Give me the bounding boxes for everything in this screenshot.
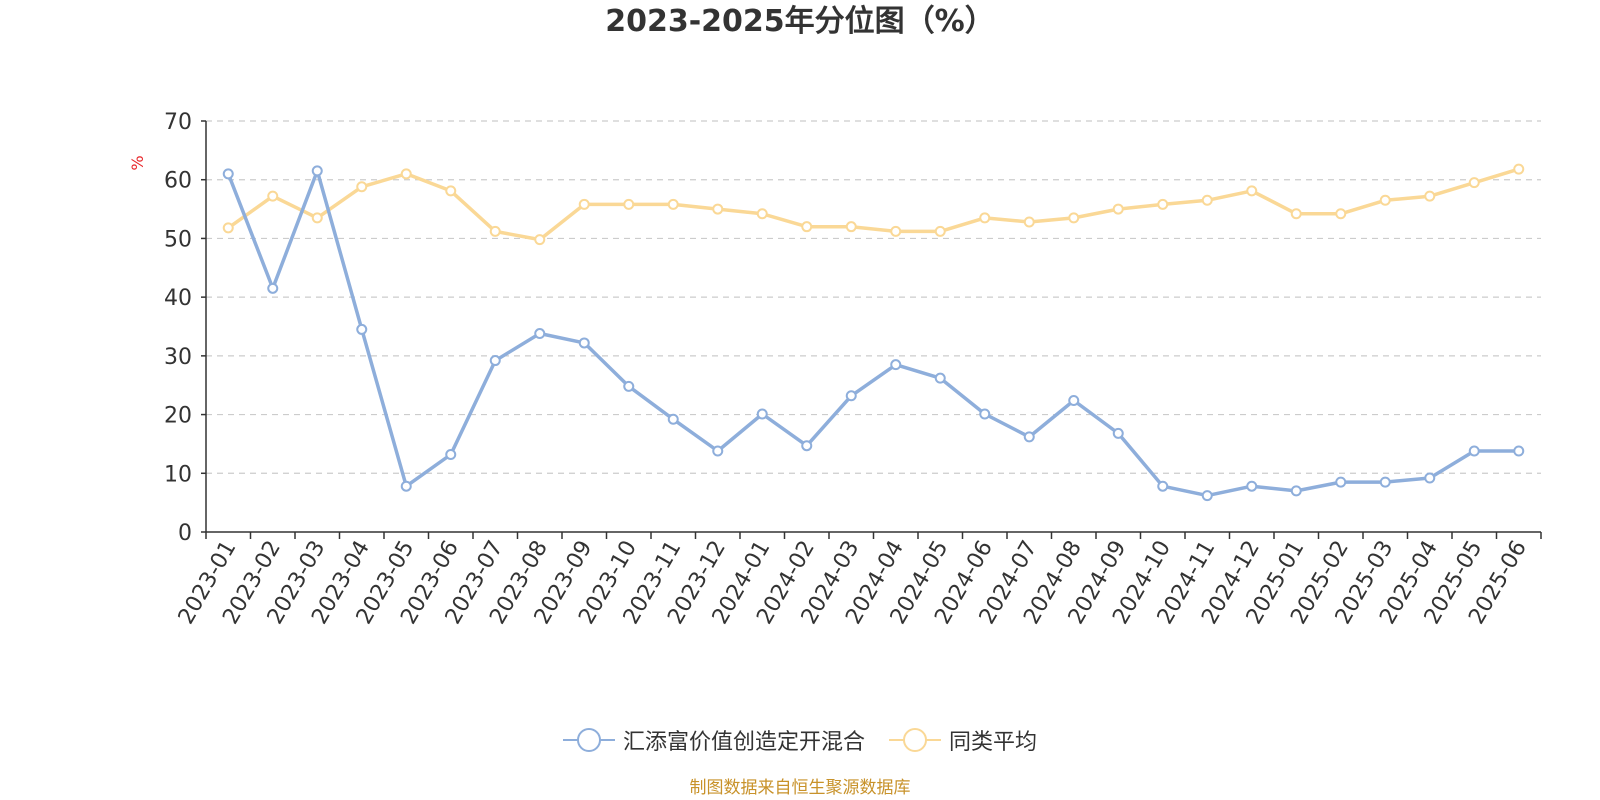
legend-item-series-2[interactable]: 同类平均 [889, 724, 1037, 756]
data-point[interactable] [267, 282, 279, 294]
data-point[interactable] [356, 181, 368, 193]
data-point[interactable] [712, 203, 724, 215]
data-point[interactable] [489, 355, 501, 367]
legend-item-series-1[interactable]: 汇添富价值创造定开混合 [562, 724, 865, 756]
legend-line-circle-icon [562, 728, 615, 752]
data-point[interactable] [1112, 427, 1124, 439]
legend-label-series-2: 同类平均 [949, 730, 1038, 755]
data-point[interactable] [979, 408, 991, 420]
data-point[interactable] [1068, 394, 1080, 406]
data-point[interactable] [801, 221, 813, 233]
data-point[interactable] [623, 198, 635, 210]
data-point[interactable] [1513, 445, 1525, 457]
y-tick-label: 40 [164, 286, 192, 311]
y-tick-label: 70 [164, 110, 192, 135]
data-point[interactable] [1468, 445, 1480, 457]
data-point[interactable] [400, 480, 412, 492]
y-tick-label: 30 [164, 345, 192, 370]
data-point[interactable] [1335, 208, 1347, 220]
data-point[interactable] [578, 337, 590, 349]
data-point[interactable] [845, 390, 857, 402]
data-point[interactable] [1201, 490, 1213, 502]
data-point[interactable] [445, 185, 457, 197]
axes: 0102030405060702023-012023-022023-032023… [164, 110, 1542, 629]
data-point[interactable] [445, 448, 457, 460]
series-lines [222, 163, 1525, 502]
grid-lines [206, 120, 1541, 474]
series-line-1 [226, 169, 1521, 498]
legend-label-series-1: 汇添富价值创造定开混合 [622, 730, 865, 755]
data-point[interactable] [1112, 203, 1124, 215]
y-tick-label: 20 [164, 404, 192, 429]
data-point[interactable] [1379, 476, 1391, 488]
data-point[interactable] [267, 190, 279, 202]
data-point[interactable] [222, 222, 234, 234]
data-point[interactable] [578, 198, 590, 210]
data-point[interactable] [534, 328, 546, 340]
data-point[interactable] [890, 359, 902, 371]
data-point[interactable] [845, 221, 857, 233]
data-point[interactable] [801, 440, 813, 452]
data-point[interactable] [1290, 208, 1302, 220]
data-point[interactable] [1157, 480, 1169, 492]
data-point[interactable] [222, 168, 234, 180]
chart-title: 2023-2025年分位图（%） [605, 4, 995, 39]
y-axis-unit-label: % [128, 155, 147, 170]
y-tick-label: 0 [178, 521, 192, 546]
series-line-2 [226, 167, 1521, 242]
data-point[interactable] [1513, 163, 1525, 175]
data-point[interactable] [623, 380, 635, 392]
data-point[interactable] [1424, 190, 1436, 202]
data-point[interactable] [1335, 476, 1347, 488]
data-point[interactable] [1023, 431, 1035, 443]
legend-line-circle-icon [889, 728, 941, 752]
data-point[interactable] [934, 372, 946, 384]
data-point[interactable] [756, 208, 768, 220]
data-point[interactable] [1246, 185, 1258, 197]
data-point[interactable] [934, 225, 946, 237]
data-point[interactable] [1246, 480, 1258, 492]
data-point[interactable] [356, 323, 368, 335]
source-note: 制图数据来自恒生聚源数据库 [689, 778, 911, 798]
data-point[interactable] [1424, 472, 1436, 484]
y-tick-label: 50 [164, 227, 192, 252]
data-point[interactable] [1157, 198, 1169, 210]
data-point[interactable] [979, 212, 991, 224]
data-point[interactable] [890, 225, 902, 237]
data-point[interactable] [311, 212, 323, 224]
data-point[interactable] [756, 408, 768, 420]
data-point[interactable] [1068, 212, 1080, 224]
data-point[interactable] [1379, 194, 1391, 206]
data-point[interactable] [400, 168, 412, 180]
data-point[interactable] [1023, 216, 1035, 228]
data-point[interactable] [1201, 194, 1213, 206]
legend: 汇添富价值创造定开混合 同类平均 [0, 720, 1600, 760]
y-tick-label: 10 [164, 462, 192, 487]
data-point[interactable] [667, 413, 679, 425]
data-point[interactable] [1468, 177, 1480, 189]
data-point[interactable] [712, 445, 724, 457]
line-chart: 0102030405060702023-012023-022023-032023… [128, 110, 1542, 629]
data-point[interactable] [489, 225, 501, 237]
data-point[interactable] [1290, 485, 1302, 497]
data-point[interactable] [534, 234, 546, 246]
y-tick-label: 60 [164, 169, 192, 194]
data-point[interactable] [667, 198, 679, 210]
data-point[interactable] [311, 165, 323, 177]
